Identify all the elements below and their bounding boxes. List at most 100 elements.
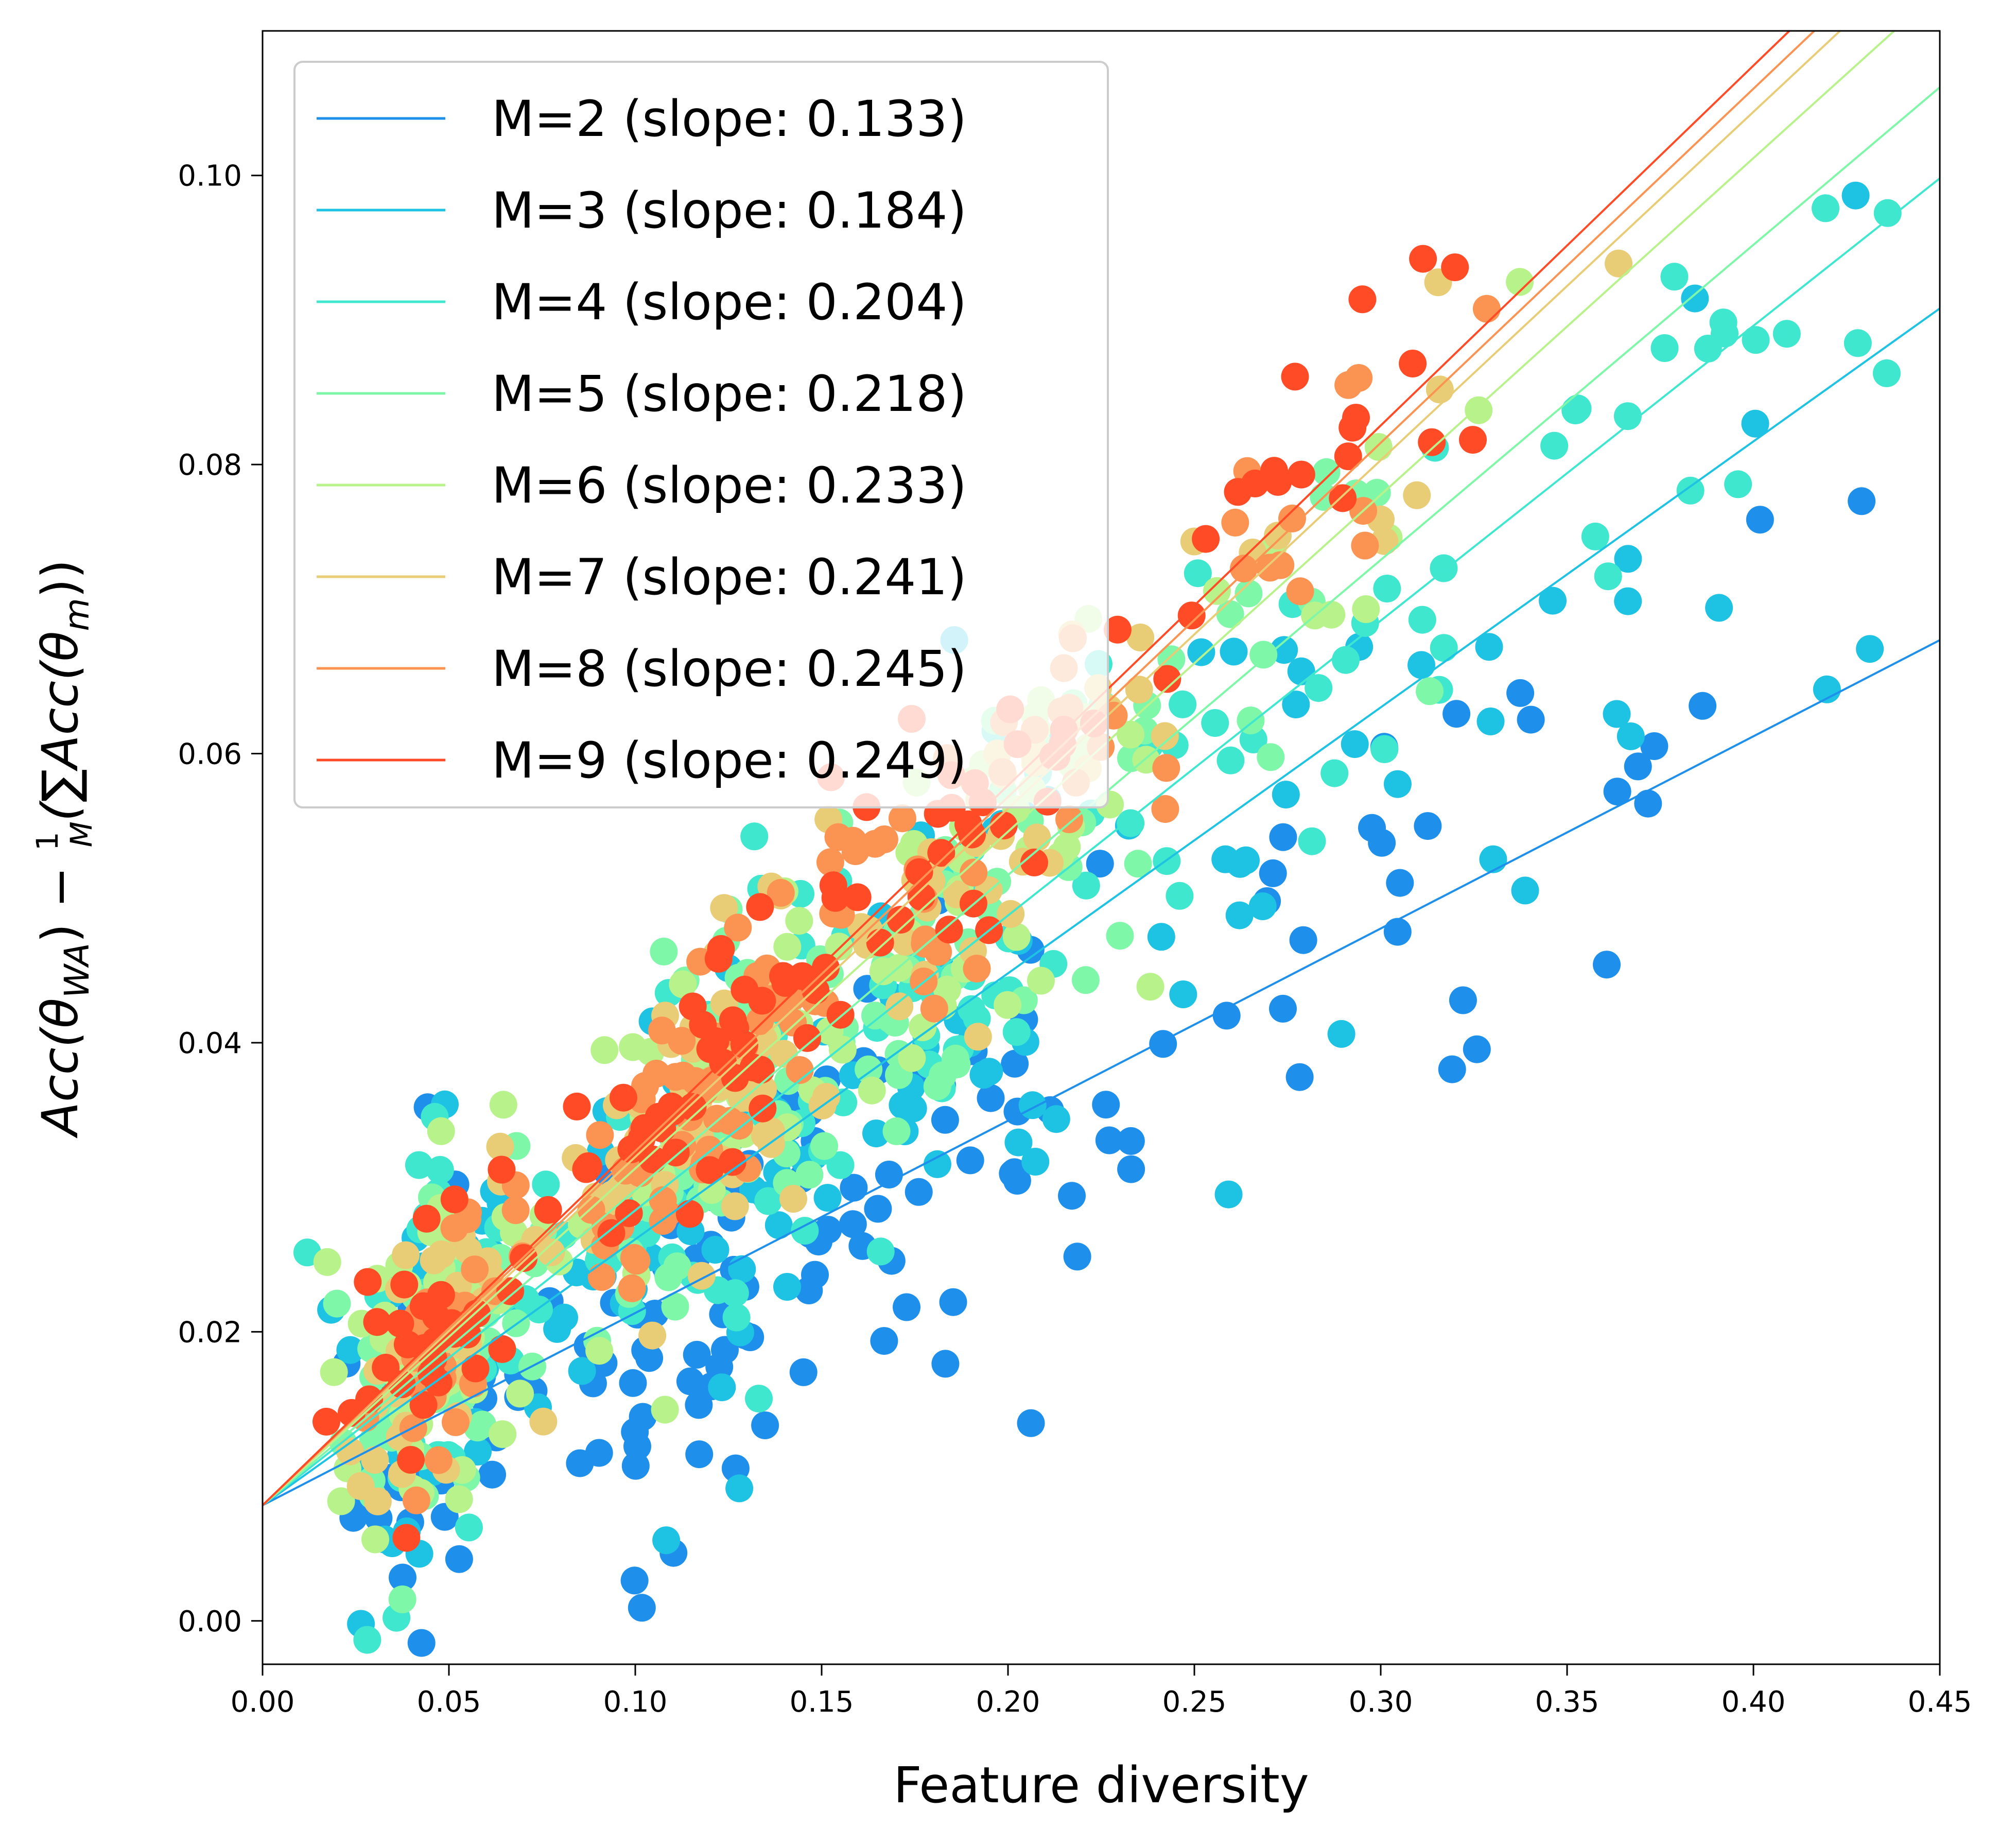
scatter-point-m2 bbox=[939, 1288, 967, 1316]
scatter-point-m8 bbox=[649, 1186, 677, 1214]
scatter-point-m5 bbox=[795, 1161, 824, 1189]
fit-line-m2 bbox=[263, 639, 1940, 1506]
scatter-point-m9 bbox=[718, 1148, 746, 1176]
scatter-point-m7 bbox=[336, 1437, 364, 1465]
scatter-point-m9 bbox=[730, 1030, 758, 1059]
scatter-point-m2 bbox=[676, 1367, 704, 1395]
scatter-point-m2 bbox=[621, 1418, 649, 1446]
scatter-point-m3 bbox=[701, 1236, 729, 1264]
scatter-point-m3 bbox=[1813, 675, 1841, 703]
scatter-point-m2 bbox=[751, 1411, 779, 1439]
scatter-point-m7 bbox=[537, 1238, 565, 1266]
scatter-point-m9 bbox=[397, 1446, 425, 1474]
scatter-point-m9 bbox=[1281, 363, 1309, 391]
scatter-point-m7 bbox=[638, 1321, 667, 1350]
scatter-point-m3 bbox=[1841, 181, 1870, 210]
scatter-point-m9 bbox=[409, 1391, 438, 1419]
scatter-point-m9 bbox=[572, 1155, 600, 1183]
scatter-point-m2 bbox=[893, 1293, 920, 1321]
scatter-point-m7 bbox=[420, 1246, 448, 1274]
scatter-point-m2 bbox=[931, 1350, 960, 1378]
scatter-point-m3 bbox=[1214, 1180, 1243, 1209]
scatter-point-m5 bbox=[1312, 458, 1341, 486]
scatter-point-m2 bbox=[956, 1146, 984, 1175]
scatter-point-m4 bbox=[1873, 199, 1902, 227]
scatter-point-m2 bbox=[870, 1327, 898, 1355]
scatter-point-m6 bbox=[313, 1248, 341, 1276]
scatter-point-m4 bbox=[532, 1170, 560, 1199]
scatter-point-m9 bbox=[312, 1407, 340, 1436]
scatter-point-m5 bbox=[650, 937, 678, 965]
scatter-point-m3 bbox=[1383, 770, 1412, 798]
scatter-point-m9 bbox=[719, 1006, 747, 1034]
scatter-point-m9 bbox=[746, 893, 774, 921]
scatter-point-m4 bbox=[1540, 432, 1569, 460]
scatter-point-m4 bbox=[791, 1217, 819, 1245]
scatter-point-m8 bbox=[888, 804, 916, 833]
scatter-point-m5 bbox=[388, 1585, 416, 1613]
scatter-point-m6 bbox=[489, 1091, 517, 1119]
scatter-point-m4 bbox=[826, 1151, 855, 1179]
scatter-point-m8 bbox=[1221, 508, 1249, 537]
scatter-point-m8 bbox=[424, 1446, 453, 1474]
scatter-point-m2 bbox=[977, 1084, 1005, 1112]
scatter-point-m4 bbox=[1812, 194, 1839, 222]
scatter-point-m4 bbox=[1772, 320, 1801, 348]
scatter-point-m3 bbox=[1511, 876, 1539, 905]
scatter-point-m5 bbox=[810, 1132, 838, 1160]
scatter-point-m7 bbox=[812, 1083, 840, 1111]
x-axis-ticks: 0.00 0.05 0.10 0.15 0.20 0.25 0.30 0.35 0.40 0.45 bbox=[231, 1664, 1972, 1719]
scatter-point-m2 bbox=[1593, 951, 1621, 979]
scatter-point-m2 bbox=[685, 1391, 713, 1419]
scatter-point-m8 bbox=[724, 913, 752, 942]
scatter-point-m7 bbox=[1126, 624, 1155, 651]
scatter-point-m4 bbox=[1184, 559, 1212, 588]
scatter-point-m2 bbox=[1259, 859, 1287, 887]
scatter-point-m9 bbox=[639, 1145, 667, 1174]
scatter-point-m4 bbox=[866, 1237, 895, 1266]
scatter-point-m9 bbox=[1287, 460, 1315, 489]
scatter-point-m9 bbox=[675, 1200, 704, 1228]
scatter-point-m2 bbox=[1358, 814, 1386, 842]
scatter-point-m8 bbox=[1055, 805, 1083, 833]
scatter-point-m2 bbox=[1689, 692, 1717, 720]
x-tick-label: 0.15 bbox=[790, 1685, 854, 1719]
scatter-point-m4 bbox=[745, 1385, 773, 1413]
scatter-point-m3 bbox=[1341, 730, 1369, 758]
scatter-point-m4 bbox=[1117, 809, 1145, 837]
scatter-point-m9 bbox=[658, 1097, 687, 1126]
legend-label-m4: M=4 (slope: 0.204) bbox=[492, 273, 967, 331]
scatter-point-m9 bbox=[935, 916, 963, 944]
scatter-point-m8 bbox=[501, 1196, 530, 1225]
scatter-point-m3 bbox=[568, 1357, 596, 1385]
scatter-point-m3 bbox=[336, 1336, 364, 1364]
scatter-point-m3 bbox=[1476, 708, 1505, 735]
scatter-point-m3 bbox=[1856, 635, 1884, 663]
y-axis-ticks: 0.00 0.02 0.04 0.06 0.08 0.10 bbox=[178, 160, 263, 1639]
scatter-point-m3 bbox=[1407, 651, 1435, 679]
scatter-point-m3 bbox=[1169, 980, 1197, 1008]
y-tick-label: 0.00 bbox=[178, 1605, 242, 1639]
scatter-point-m3 bbox=[899, 1094, 927, 1123]
scatter-point-m8 bbox=[402, 1486, 430, 1514]
scatter-point-m7 bbox=[687, 1262, 716, 1290]
y-tick-label: 0.10 bbox=[178, 160, 242, 193]
y-axis-label: Acc(θWA) − 1M(∑Acc(θm)) bbox=[30, 559, 99, 1139]
scatter-point-m2 bbox=[1603, 778, 1631, 806]
scatter-point-m2 bbox=[1095, 1126, 1123, 1154]
scatter-point-m7 bbox=[392, 1241, 420, 1269]
scatter-point-m2 bbox=[840, 1174, 868, 1202]
scatter-point-m9 bbox=[363, 1308, 391, 1336]
scatter-point-m6 bbox=[427, 1117, 455, 1145]
scatter-point-m3 bbox=[1220, 637, 1248, 666]
scatter-point-m2 bbox=[619, 1369, 647, 1397]
scatter-point-m3 bbox=[923, 1150, 951, 1178]
scatter-point-m5 bbox=[1106, 922, 1134, 950]
scatter-point-m9 bbox=[1241, 469, 1269, 497]
scatter-point-m6 bbox=[500, 1218, 528, 1247]
scatter-point-m9 bbox=[597, 1219, 625, 1247]
fit-line-m3 bbox=[263, 307, 1940, 1506]
svg-text:Acc(θWA) − 1M(∑Acc(θm)): Acc(θWA) − 1M(∑Acc(θm)) bbox=[30, 559, 99, 1139]
scatter-point-m6 bbox=[489, 1420, 517, 1449]
scatter-point-m2 bbox=[875, 1161, 903, 1188]
